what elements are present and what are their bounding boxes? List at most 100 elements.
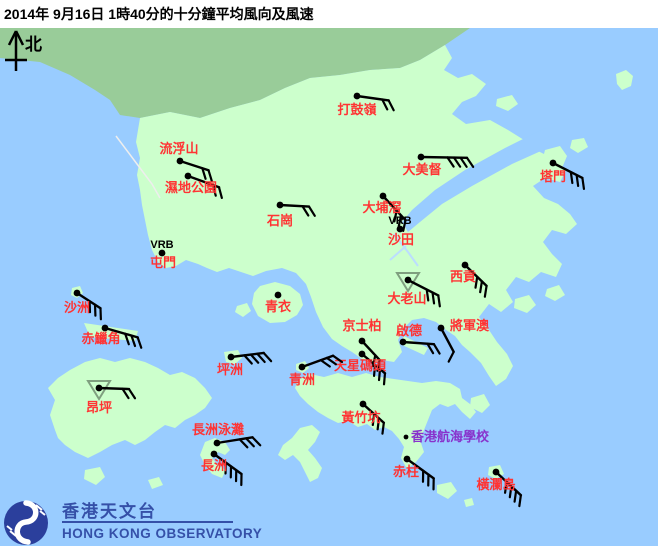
station-dot [358, 337, 366, 345]
wind-barb-tick [331, 354, 344, 364]
station-cheung-chau[interactable]: 長洲 [201, 450, 243, 487]
wind-barb-tick [377, 368, 382, 382]
station-label: 青衣 [265, 299, 291, 314]
map-kai-tak-runway [400, 336, 428, 355]
station-label: 流浮山 [159, 141, 198, 156]
station-tates-cairn[interactable]: 大老山 [387, 272, 441, 308]
hko-logo-swirl [14, 500, 39, 545]
station-waglan-island[interactable]: 橫瀾島 [476, 468, 523, 508]
station-hk-sea-school[interactable]: 香港航海學校 [403, 429, 490, 444]
station-kai-tak[interactable]: 啟德 [396, 323, 441, 355]
map-cheung-chau-island [200, 438, 230, 478]
station-label: 赤鱲角 [81, 331, 120, 346]
wind-barb-tick [381, 98, 389, 111]
station-label: 坪洲 [217, 362, 243, 377]
wind-barb-tick [431, 291, 436, 305]
station-dot [403, 455, 411, 463]
station-tai-mei-tuk[interactable]: 大美督 [402, 153, 475, 177]
wind-barb-tick [256, 352, 266, 364]
station-kings-park[interactable]: 京士柏 [342, 318, 382, 372]
wind-barb-tick [581, 176, 586, 190]
wind-barb-tick [381, 421, 385, 435]
map-hk-island [295, 373, 476, 469]
wind-barb-tick [301, 205, 310, 217]
wind-barb-tick [262, 351, 273, 363]
station-sha-tin[interactable]: VRB 沙田 [388, 215, 414, 247]
wind-barb-tick [307, 205, 316, 217]
wind-barb-tick [376, 417, 381, 431]
station-dot [276, 201, 284, 209]
map-ma-wan-island [235, 303, 251, 317]
station-dot [404, 276, 412, 284]
station-lau-fau-shan[interactable]: 流浮山 [159, 141, 213, 182]
map-boundary-line [115, 135, 161, 199]
wind-barb-tick [508, 485, 513, 499]
vrb-label: VRB [150, 239, 173, 251]
station-label: 長洲泳灘 [192, 422, 244, 437]
map-tap-mun-island [542, 146, 567, 172]
station-label: 黃竹坑 [340, 410, 380, 425]
station-dot [396, 225, 404, 233]
wind-barb-tick [474, 275, 479, 289]
wind-barb-tick [319, 359, 331, 368]
station-dot [549, 159, 557, 167]
station-dot [403, 434, 409, 440]
station-stanley[interactable]: 赤柱 [393, 455, 435, 491]
station-tuen-mun[interactable]: VRB 屯門 [150, 239, 176, 270]
station-green-island[interactable]: 青洲 [289, 354, 344, 387]
wind-barb-tick [432, 343, 441, 355]
map-crooked-island [496, 95, 518, 111]
station-ngong-ping[interactable]: 昂坪 [86, 380, 137, 415]
map-mainland [0, 28, 470, 118]
wind-barb-tick [249, 353, 260, 364]
wind-barb-shaft [360, 352, 387, 375]
wind-barb-shaft [97, 386, 131, 391]
station-label: 大老山 [387, 291, 426, 306]
wind-barb-tick [201, 167, 207, 180]
north-label: 北 [25, 35, 42, 54]
station-ta-kwu-ling[interactable]: 打鼓嶺 [337, 92, 395, 117]
station-label: 天星碼頭 [334, 358, 387, 373]
station-dot [274, 291, 282, 299]
map-po-toi-islet [464, 498, 474, 507]
station-dot [461, 261, 469, 269]
station-tai-po-kau[interactable]: 大埔滘 [362, 192, 407, 232]
map-river [389, 245, 407, 261]
station-star-ferry[interactable]: 天星碼頭 [334, 350, 387, 386]
station-tsing-yi[interactable]: 青衣 [265, 291, 291, 314]
station-label: 濕地公園 [165, 180, 217, 195]
page-title: 2014年 9月16日 1時40分的十分鐘平均風向及風速 [4, 6, 314, 22]
wind-barb-tick [483, 284, 488, 298]
station-tseung-kwan-o[interactable]: 將軍澳 [437, 318, 490, 363]
wind-barb-tick [513, 489, 518, 503]
north-arrow-wing [14, 30, 25, 46]
station-tap-mun[interactable]: 塔門 [540, 159, 586, 190]
station-sha-chau[interactable]: 沙洲 [64, 289, 102, 321]
station-cheung-chau-beach[interactable]: 長洲泳灘 [192, 422, 262, 449]
wind-barb-tick [426, 342, 435, 355]
station-sai-kung[interactable]: 西貢 [450, 261, 488, 298]
station-wong-chuk-hang[interactable]: 黃竹坑 [340, 400, 386, 435]
station-label: 塔門 [540, 169, 566, 184]
station-dot [358, 350, 366, 358]
station-dot [227, 353, 235, 361]
station-shek-kong[interactable]: 石崗 [266, 201, 316, 228]
hko-logo-chinese: 香港天文台 [62, 501, 157, 521]
station-wetland-park[interactable]: 濕地公園 [165, 172, 223, 200]
station-peng-chau[interactable]: 坪洲 [217, 351, 273, 377]
wind-barb-tick [121, 387, 130, 400]
station-label: 打鼓嶺 [337, 102, 376, 117]
map-airport-platform [84, 323, 138, 341]
title-band [0, 0, 658, 28]
wind-barb-tick [452, 156, 462, 168]
hko-logo[interactable]: 香港天文台 HONG KONG OBSERVATORY [4, 500, 262, 545]
station-label: 西貢 [450, 269, 476, 284]
station-label: 大美督 [402, 162, 441, 177]
wind-barb-tick [503, 480, 508, 494]
station-chek-lap-kok[interactable]: 赤鱲角 [81, 324, 143, 349]
map-grass-island [570, 138, 588, 153]
map-river [393, 233, 419, 267]
map-shelter-island [545, 285, 565, 301]
map-tsing-yi-island [252, 282, 303, 323]
